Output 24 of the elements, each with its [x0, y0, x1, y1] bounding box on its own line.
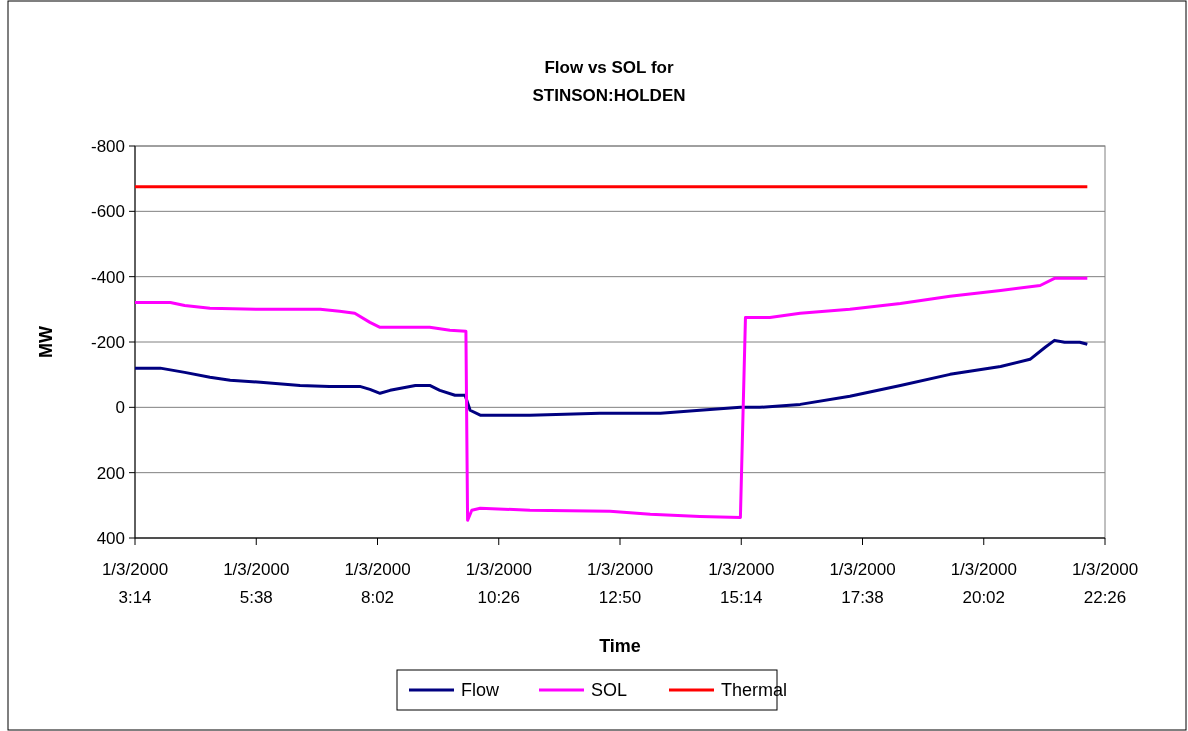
line-series [133, 276, 1089, 522]
legend-label: Flow [461, 680, 500, 701]
x-tick-label: 1/3/2000 17:38 [829, 560, 896, 607]
x-tick-label: 1/3/2000 20:02 [950, 560, 1017, 607]
x-tick-label: 1/3/2000 10:26 [465, 560, 532, 607]
y-tick-label: 400 [96, 528, 125, 548]
y-tick-label: -600 [90, 202, 125, 222]
legend-label: Thermal [721, 680, 788, 701]
y-tick-label: 200 [96, 463, 125, 483]
y-tick-label: -800 [90, 136, 125, 156]
line-series [133, 338, 1089, 417]
x-tick-label: 1/3/2000 5:38 [223, 560, 290, 607]
y-tick-label: -400 [90, 267, 125, 287]
chart-title: Flow vs SOL for STINSON:HOLDEN [532, 58, 686, 105]
x-tick-label: 1/3/2000 15:14 [708, 560, 775, 607]
y-tick-label: 0 [115, 398, 125, 418]
x-tick-label: 1/3/2000 8:02 [344, 560, 411, 607]
x-tick-label: 1/3/2000 22:26 [1071, 560, 1139, 607]
x-tick-label: 1/3/2000 3:14 [101, 560, 169, 607]
y-axis-title: MW [36, 326, 56, 358]
legend-label: SOL [591, 680, 628, 701]
x-axis-title: Time [599, 636, 641, 656]
y-tick-label: -200 [90, 332, 125, 352]
x-tick-label: 1/3/2000 12:50 [586, 560, 654, 607]
